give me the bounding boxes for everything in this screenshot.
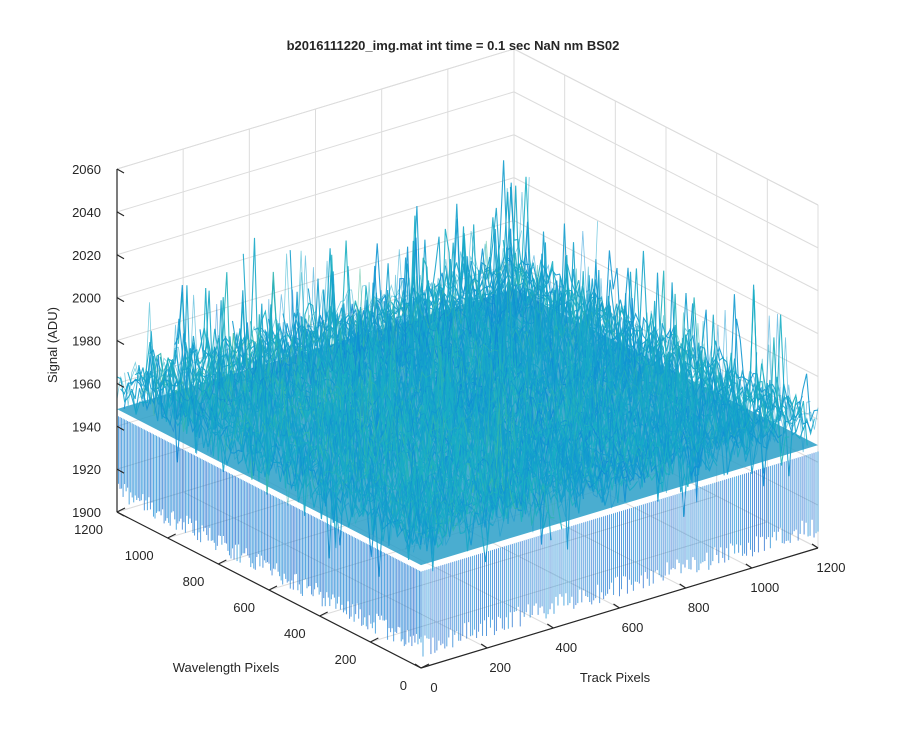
x-tick-mark bbox=[480, 643, 488, 649]
z-axis-label: Signal (ADU) bbox=[45, 307, 60, 383]
z-tick-mark bbox=[116, 254, 125, 260]
y-tick-mark bbox=[370, 637, 379, 643]
side-wall-grid-z bbox=[513, 91, 819, 249]
surface-cross-strand bbox=[207, 290, 606, 453]
y-tick-label: 1000 bbox=[125, 548, 154, 563]
surface-cross-strand bbox=[238, 314, 636, 467]
x-tick-label: 1200 bbox=[817, 560, 846, 575]
surface-cross-strand bbox=[276, 297, 674, 477]
x-tick-mark bbox=[745, 563, 753, 569]
x-tick-mark bbox=[679, 583, 686, 589]
x-tick-mark bbox=[414, 663, 422, 669]
z-tick-mark bbox=[116, 511, 125, 517]
z-tick-label: 1980 bbox=[72, 334, 101, 349]
surface-cross-strand bbox=[382, 315, 781, 529]
surface-plot bbox=[116, 160, 819, 657]
chart-title: b2016111220_img.mat int time = 0.1 sec N… bbox=[287, 38, 620, 53]
back-wall-grid-z bbox=[116, 134, 515, 256]
y-axis-label: Wavelength Pixels bbox=[173, 660, 280, 675]
y-tick-label: 600 bbox=[233, 600, 255, 615]
surface-cross-strand bbox=[337, 356, 735, 525]
surface-cross-strand bbox=[223, 264, 621, 453]
x-tick-label: 0 bbox=[430, 680, 437, 695]
back-wall-grid-z bbox=[116, 91, 515, 213]
axes bbox=[116, 168, 819, 669]
y-tick-label: 400 bbox=[284, 626, 306, 641]
z-tick-mark bbox=[116, 425, 125, 431]
side-wall-grid-z bbox=[513, 220, 819, 377]
x-tick-label: 400 bbox=[555, 640, 577, 655]
y-tick-label: 200 bbox=[335, 652, 357, 667]
x-axis-label: Track Pixels bbox=[580, 670, 651, 685]
z-tick-label: 2060 bbox=[72, 162, 101, 177]
y-tick-mark bbox=[218, 559, 227, 565]
z-tick-label: 2020 bbox=[72, 248, 101, 263]
x-tick-mark bbox=[613, 603, 620, 609]
surface-strand bbox=[116, 331, 422, 542]
z-tick-mark bbox=[116, 468, 125, 474]
x-tick-mark bbox=[811, 543, 819, 549]
surface-cross-strand bbox=[405, 313, 804, 550]
x-tick-label: 200 bbox=[489, 660, 511, 675]
surface-strand bbox=[192, 297, 498, 515]
x-tick-label: 600 bbox=[622, 620, 644, 635]
surface-cross-strand bbox=[131, 177, 530, 399]
z-tick-label: 1920 bbox=[72, 462, 101, 477]
z-tick-mark bbox=[116, 168, 125, 174]
y-tick-mark bbox=[319, 611, 328, 617]
surface-cross-strand bbox=[283, 268, 682, 506]
back-wall-grid-z bbox=[116, 177, 515, 299]
x-tick-label: 800 bbox=[688, 600, 710, 615]
z-tick-label: 2000 bbox=[72, 291, 101, 306]
surface-cross-strand bbox=[245, 277, 644, 468]
surface-cross-strand bbox=[169, 285, 568, 419]
surface-cross-strand bbox=[162, 279, 560, 433]
y-tick-label: 1200 bbox=[74, 522, 103, 537]
y-tick-mark bbox=[420, 663, 430, 669]
z-tick-mark bbox=[116, 339, 125, 346]
z-tick-label: 1900 bbox=[72, 505, 101, 520]
side-wall-grid-z bbox=[513, 177, 819, 335]
side-wall-grid-z bbox=[513, 134, 819, 292]
y-tick-label: 800 bbox=[183, 574, 205, 589]
y-tick-mark bbox=[167, 533, 176, 539]
box-top-back bbox=[116, 48, 515, 170]
surface-cross-strand bbox=[367, 309, 766, 526]
surface-cross-strand bbox=[420, 337, 819, 559]
tick-labels: 0 200 400 600 800 1000 1200 0 200 400 600 800 1000 12… bbox=[72, 162, 845, 695]
z-tick-label: 2040 bbox=[72, 205, 101, 220]
box-top-side bbox=[513, 48, 819, 206]
y-tick-mark bbox=[116, 507, 126, 513]
surface-cross-strand bbox=[200, 221, 598, 453]
surface-cross-strand bbox=[261, 286, 659, 466]
surface-strand bbox=[127, 339, 433, 559]
x-tick-mark bbox=[547, 623, 554, 629]
surface-cross-strand bbox=[268, 278, 667, 474]
y-tick-label: 0 bbox=[400, 678, 407, 693]
surface-cross-strand bbox=[352, 371, 750, 519]
surface-cross-strand bbox=[413, 384, 811, 553]
z-tick-mark bbox=[116, 211, 125, 217]
z-tick-mark bbox=[116, 297, 125, 303]
z-tick-label: 1960 bbox=[72, 376, 101, 391]
y-tick-mark bbox=[268, 585, 278, 591]
x-tick-label: 1000 bbox=[750, 580, 779, 595]
z-tick-mark bbox=[116, 382, 125, 388]
z-tick-label: 1940 bbox=[72, 419, 101, 434]
